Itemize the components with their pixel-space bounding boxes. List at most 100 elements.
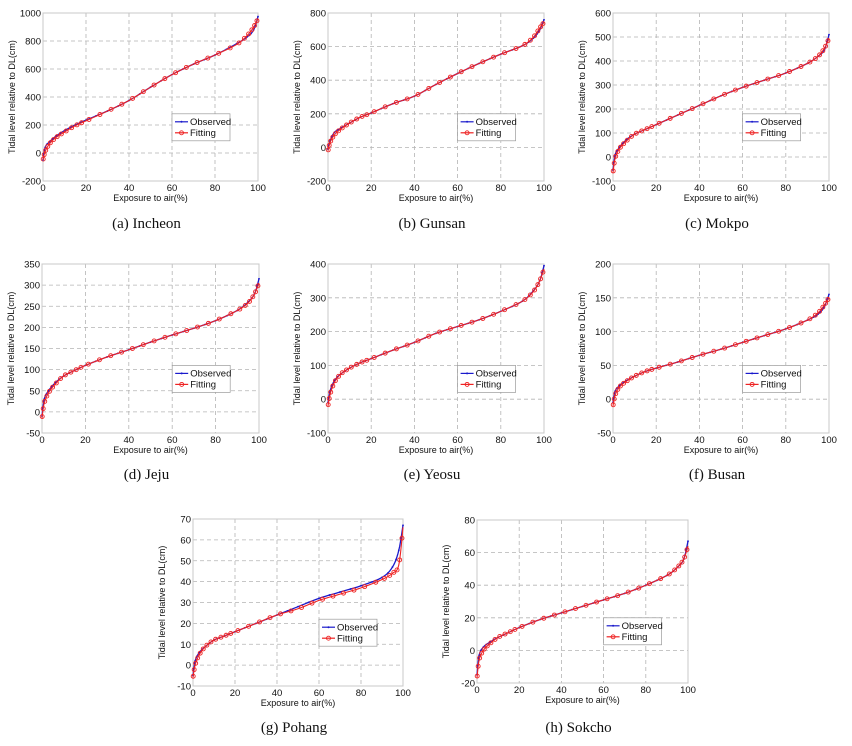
data-point (825, 38, 831, 44)
legend-label: Fitting (761, 128, 787, 139)
data-point (183, 64, 189, 70)
y-tick-label: 200 (310, 109, 326, 120)
data-point (387, 571, 390, 574)
y-tick-label: 300 (595, 81, 611, 92)
data-point (227, 45, 233, 51)
data-point (371, 109, 377, 115)
y-tick-label: 800 (25, 37, 41, 48)
data-point (250, 294, 256, 300)
legend-marker (179, 381, 185, 387)
legend-label: Observed (761, 369, 802, 380)
data-point (173, 70, 179, 76)
x-tick-label: 60 (167, 183, 178, 194)
data-point (817, 52, 823, 58)
data-point (667, 361, 673, 367)
legend-box (742, 113, 801, 142)
data-point (299, 605, 304, 610)
y-tick-label: 800 (310, 9, 326, 20)
data-point (700, 351, 706, 357)
y-tick-label: 100 (595, 129, 611, 140)
x-tick-label: 20 (80, 435, 91, 446)
data-point (354, 361, 360, 367)
data-point (216, 50, 222, 56)
y-tick-label: 0 (321, 143, 326, 154)
y-tick-label: 500 (595, 33, 611, 44)
data-point (151, 82, 157, 88)
data-point (415, 91, 421, 97)
data-point (393, 346, 399, 352)
legend-marker (610, 634, 616, 640)
data-point (776, 73, 782, 79)
y-tick-label: 350 (24, 260, 40, 271)
data-point (258, 277, 260, 280)
data-point (73, 367, 79, 373)
data-point (341, 590, 346, 596)
data-point (68, 369, 74, 375)
data-point (825, 297, 831, 302)
data-point (328, 594, 331, 596)
chart-caption: (c) Mokpo (685, 216, 749, 232)
data-point (332, 378, 338, 384)
data-point (330, 383, 336, 389)
data-point (823, 300, 829, 306)
data-point (633, 130, 639, 136)
y-tick-label: 300 (24, 281, 40, 292)
legend-marker (751, 120, 754, 123)
x-tick-label: 20 (651, 183, 662, 194)
x-tick-label: 80 (210, 183, 221, 194)
data-point (711, 96, 717, 102)
legend-box (171, 113, 231, 142)
data-point (532, 287, 538, 293)
legend-label: Fitting (190, 380, 216, 391)
y-tick-label: 60 (464, 548, 475, 559)
data-point (371, 580, 374, 583)
data-point (130, 95, 136, 101)
data-point (309, 600, 315, 606)
data-point (474, 673, 480, 679)
data-point (78, 364, 84, 370)
legend-box (457, 113, 516, 142)
y-tick-label: 200 (25, 121, 41, 132)
data-point (362, 584, 368, 590)
y-tick-label: 400 (25, 93, 41, 104)
y-tick-label: 250 (24, 302, 40, 313)
legend-box (603, 617, 662, 646)
data-point (360, 584, 362, 587)
data-point (43, 147, 49, 153)
data-point (543, 18, 545, 21)
data-point (53, 380, 59, 386)
data-point (364, 357, 370, 363)
plot-frame (192, 518, 404, 687)
data-point (502, 50, 507, 56)
data-point (242, 302, 248, 308)
data-point (216, 316, 222, 322)
data-point (743, 83, 749, 89)
legend-box (457, 365, 516, 393)
data-point (611, 160, 617, 166)
x-tick-label: 20 (366, 183, 377, 194)
data-point (765, 332, 771, 338)
data-point (447, 326, 453, 332)
data-point (689, 355, 695, 360)
series-fitting (325, 268, 546, 408)
y-axis-label: Tidal level relative to DL(cm) (577, 292, 587, 406)
y-tick-label: 300 (310, 293, 326, 304)
legend-marker (749, 130, 755, 136)
data-point (684, 547, 690, 553)
data-point (491, 311, 497, 317)
x-tick-label: 40 (409, 183, 420, 194)
data-point (354, 116, 360, 122)
data-point (624, 137, 630, 143)
data-point (722, 91, 728, 97)
data-point (426, 333, 432, 339)
series-fitting (190, 527, 405, 679)
data-point (205, 320, 211, 326)
data-point (562, 609, 568, 615)
data-point (798, 320, 804, 326)
y-tick-label: -50 (597, 429, 611, 440)
series-line (42, 18, 259, 161)
y-tick-label: -200 (22, 177, 41, 188)
data-point (629, 375, 634, 381)
